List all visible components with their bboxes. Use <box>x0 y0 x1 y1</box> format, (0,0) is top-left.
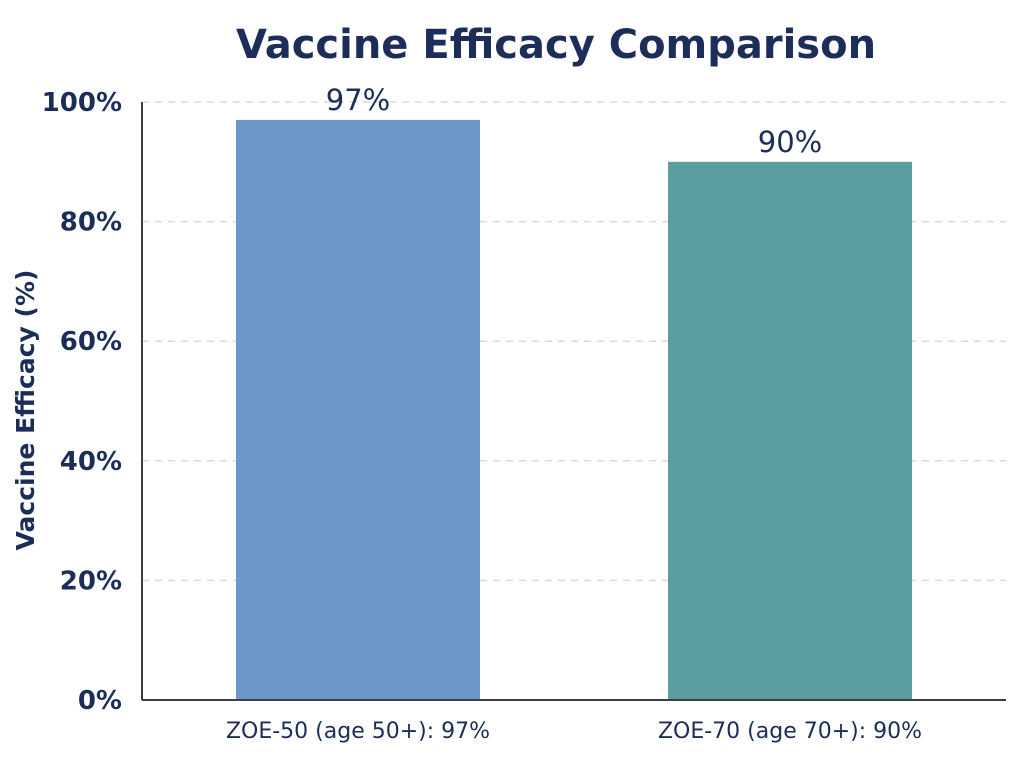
y-tick-label: 60% <box>60 327 122 357</box>
data-labels: 97% 90% <box>326 83 822 159</box>
x-tick-labels: ZOE-50 (age 50+): 97% ZOE-70 (age 70+): 9… <box>226 719 922 744</box>
y-tick-label: 80% <box>60 208 122 238</box>
x-tick-label: ZOE-70 (age 70+): 90% <box>658 719 922 744</box>
data-label: 90% <box>758 125 822 159</box>
y-axis-label: Vaccine Efficacy (%) <box>11 270 40 551</box>
bar <box>668 161 912 701</box>
bar <box>236 119 480 700</box>
y-tick-label: 100% <box>42 88 122 118</box>
axes <box>141 102 1006 701</box>
data-label: 97% <box>326 83 390 117</box>
y-tick-labels: 0% 20% 40% 60% 80% 100% <box>42 88 122 716</box>
bars <box>236 119 912 701</box>
x-tick-label: ZOE-50 (age 50+): 97% <box>226 719 490 744</box>
chart-title: Vaccine Efficacy Comparison <box>236 22 876 68</box>
y-tick-label: 0% <box>78 686 122 716</box>
y-tick-label: 40% <box>60 447 122 477</box>
y-tick-label: 20% <box>60 566 122 596</box>
